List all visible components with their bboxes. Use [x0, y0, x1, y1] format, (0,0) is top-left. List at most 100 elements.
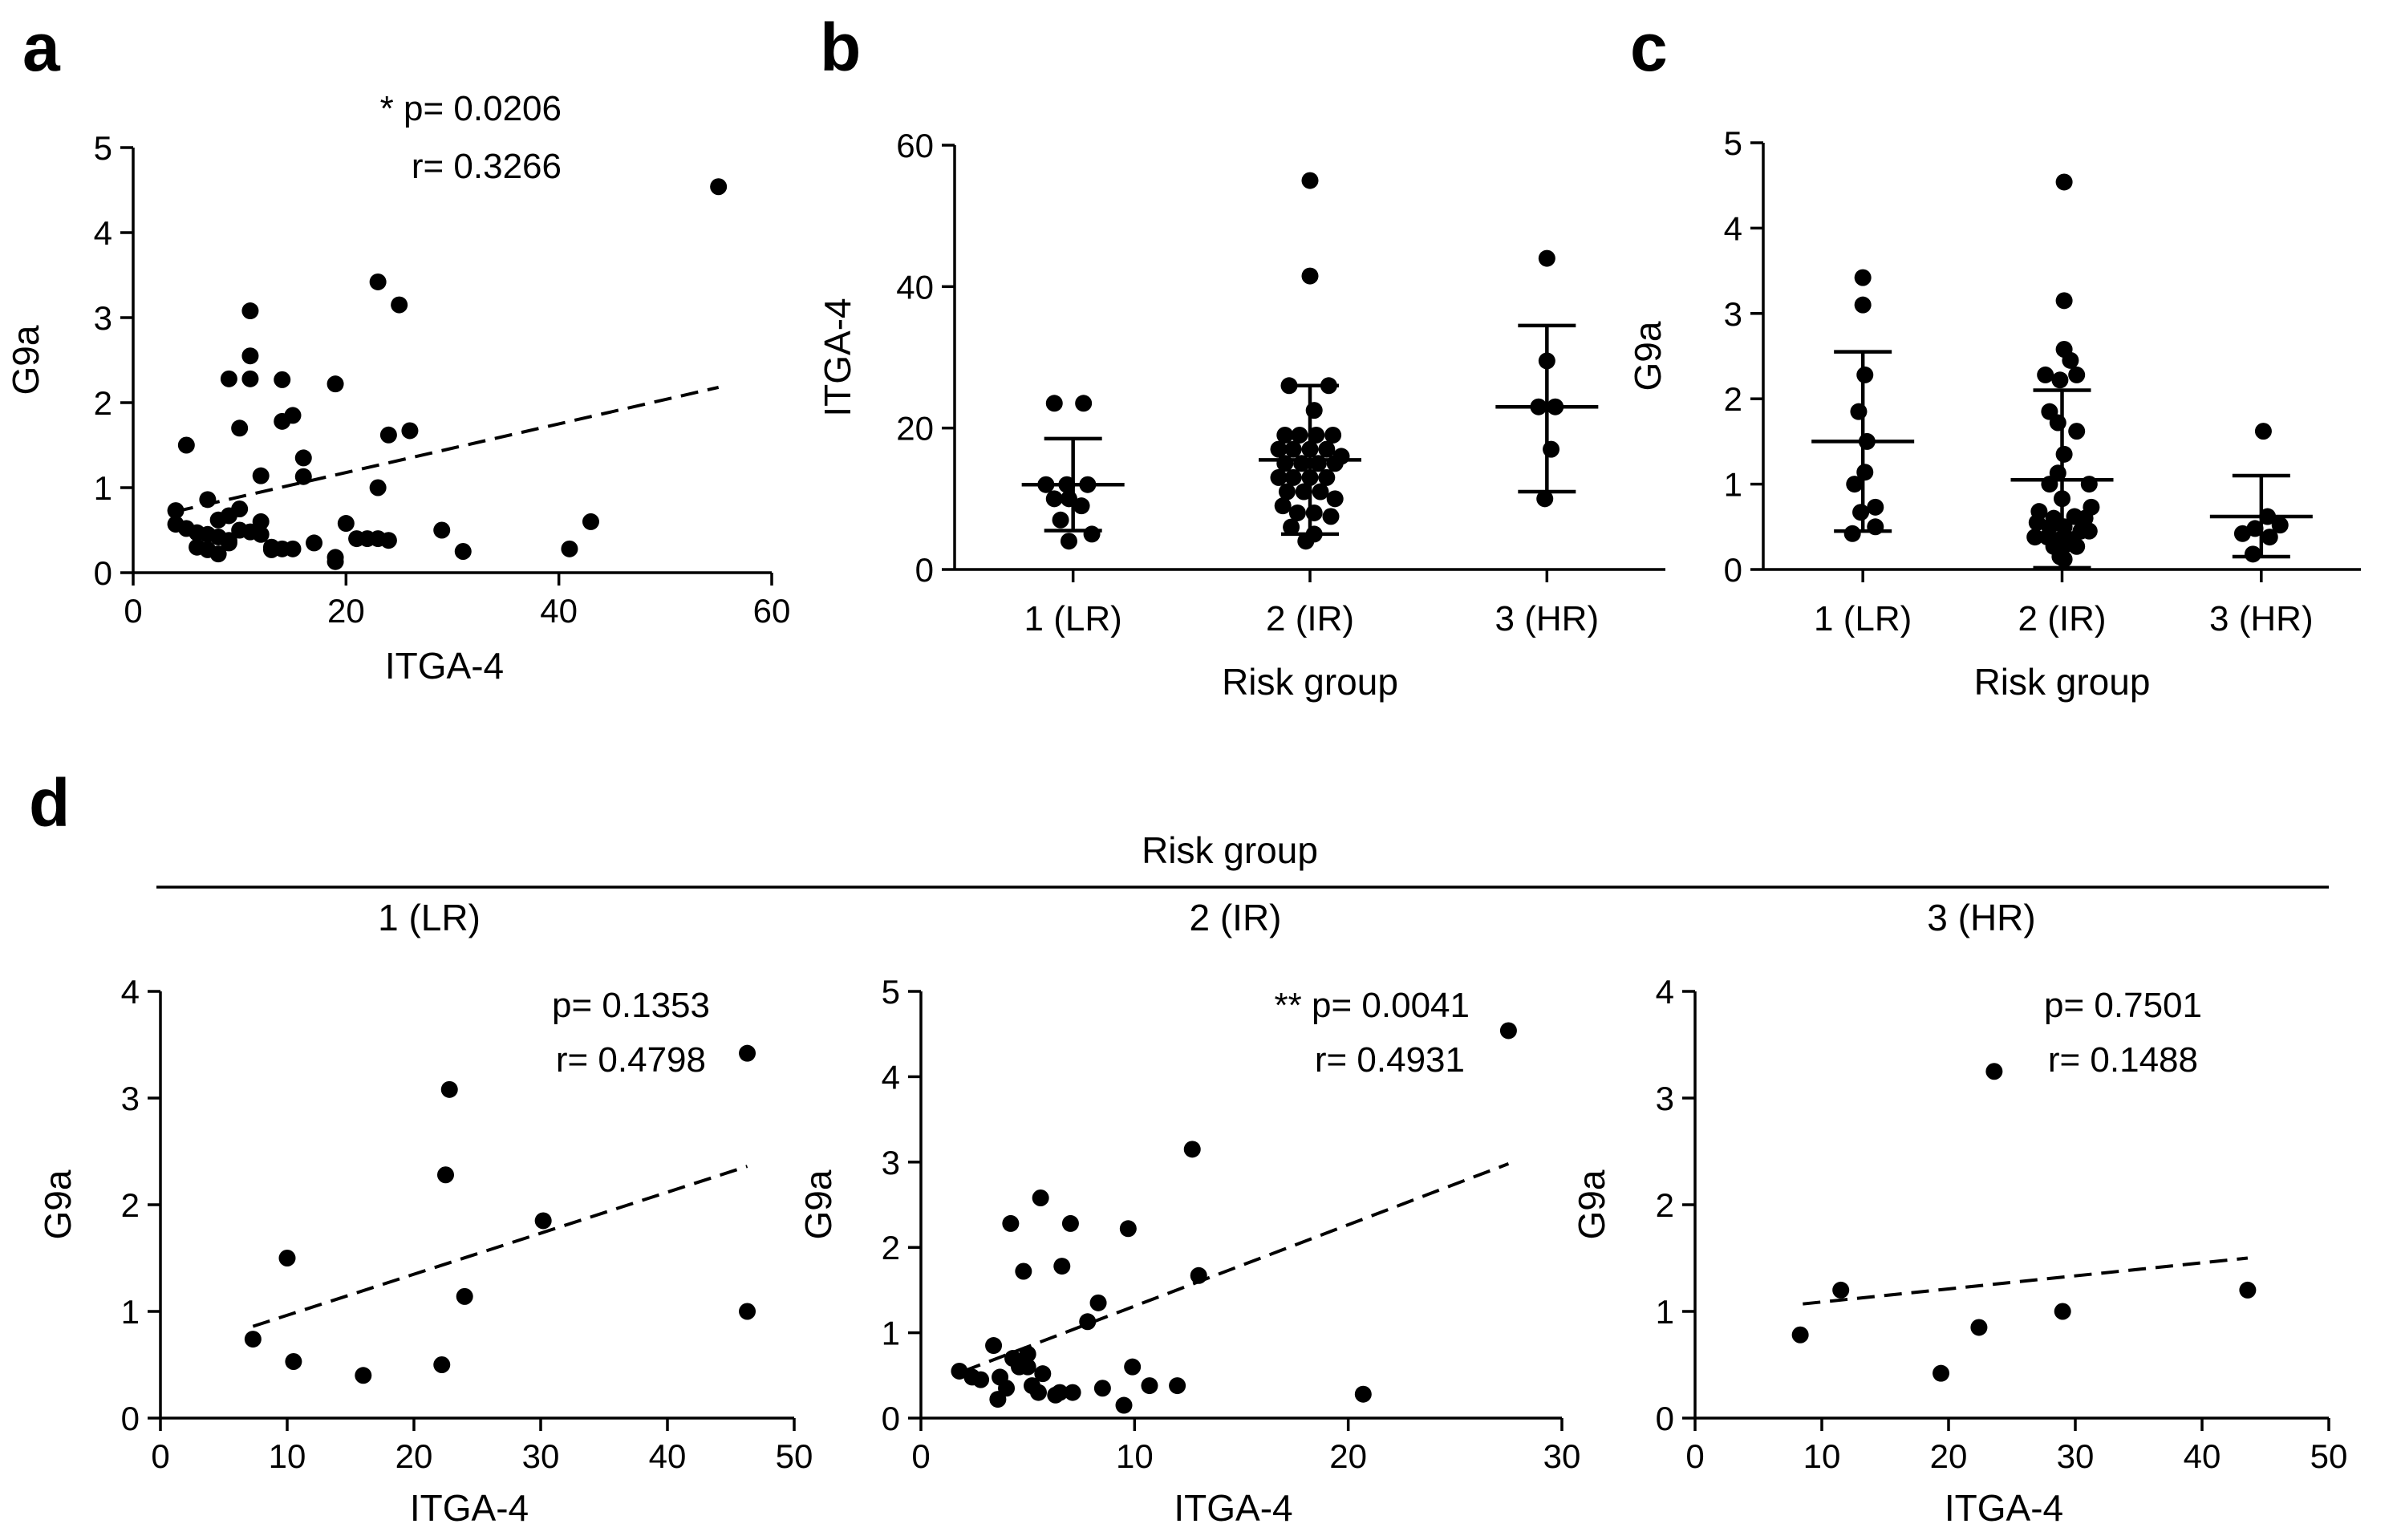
a-data-point — [220, 532, 237, 549]
d3-x-tick-label: 40 — [2184, 1437, 2221, 1475]
a-y-tick-label: 2 — [94, 384, 112, 422]
c-data-point — [2271, 517, 2289, 534]
b-y-tick-label: 0 — [915, 551, 934, 589]
b-x-axis-title: Risk group — [1222, 661, 1398, 703]
c-data-point — [2055, 445, 2073, 463]
d1-data-point — [440, 1080, 458, 1098]
d3-y-tick-label: 2 — [1656, 1186, 1674, 1224]
a-data-point — [220, 370, 237, 387]
d2-data-point — [1053, 1258, 1071, 1275]
c-data-point — [2037, 366, 2054, 383]
d2-x-tick-label: 10 — [1116, 1437, 1154, 1475]
d3-data-point — [1985, 1063, 2003, 1080]
a-x-tick-label: 0 — [124, 592, 142, 630]
d3-y-tick-label: 1 — [1656, 1293, 1674, 1331]
d3-stat-annotation: p= 0.7501 — [2044, 986, 2202, 1025]
a-data-point — [177, 436, 195, 454]
d1-stat-annotation: p= 0.1353 — [552, 986, 710, 1025]
d1-data-point — [739, 1044, 756, 1062]
a-data-point — [294, 449, 312, 467]
b-data-point — [1276, 426, 1294, 444]
b-data-point — [1270, 468, 1288, 486]
c-data-point — [2055, 550, 2073, 568]
chart-d2-intermediate-risk: 0 1 2 3 4 5 0 10 20 30 ITGA-4 G9a ** p= 0.0041 r= 0.4… — [797, 973, 1580, 1529]
d2-stat-annotation: r= 0.4931 — [1315, 1040, 1465, 1080]
c-data-point — [1854, 269, 1872, 286]
b-data-point — [1045, 395, 1063, 412]
d1-x-axis-title: ITGA-4 — [410, 1487, 529, 1529]
d2-x-tick-label: 0 — [911, 1437, 930, 1475]
d2-data-point — [951, 1362, 968, 1380]
c-data-point — [2068, 423, 2086, 440]
a-data-point — [241, 302, 259, 320]
d3-data-point — [2239, 1281, 2257, 1299]
c-data-point — [1856, 464, 1874, 481]
d2-data-point — [1061, 1214, 1079, 1232]
d3-x-tick-label: 20 — [1930, 1437, 1968, 1475]
d3-x-axis-title: ITGA-4 — [1945, 1487, 2063, 1529]
d2-y-tick-label: 3 — [882, 1144, 900, 1181]
b-data-point — [1293, 455, 1311, 472]
d1-data-point — [244, 1331, 262, 1348]
d3-x-tick-label: 0 — [1685, 1437, 1704, 1475]
d3-y-tick-label: 0 — [1656, 1400, 1674, 1437]
b-data-point — [1278, 483, 1296, 500]
b-data-point — [1536, 490, 1554, 508]
d2-stat-annotation: ** p= 0.0041 — [1275, 986, 1470, 1025]
d1-data-point — [433, 1356, 451, 1373]
panel-letter-b: b — [820, 10, 861, 85]
c-category-label: 3 (HR) — [2209, 599, 2314, 638]
a-data-point — [284, 540, 302, 557]
c-data-point — [2244, 545, 2261, 563]
a-data-point — [710, 178, 728, 196]
d3-y-tick-label: 4 — [1656, 973, 1674, 1011]
d2-data-point — [1029, 1384, 1047, 1401]
a-data-point — [294, 468, 312, 485]
d1-x-tick-label: 10 — [269, 1437, 306, 1475]
b-data-point — [1045, 490, 1063, 508]
b-data-point — [1322, 508, 1340, 525]
d2-y-tick-label: 2 — [882, 1229, 900, 1266]
b-data-point — [1075, 395, 1093, 412]
a-y-axis-title: G9a — [5, 325, 47, 395]
d3-data-point — [1933, 1364, 1950, 1382]
d1-x-tick-label: 20 — [395, 1437, 433, 1475]
b-data-point — [1301, 172, 1319, 189]
a-data-point — [379, 426, 397, 444]
a-data-point — [433, 521, 451, 539]
a-stat-annotation: r= 0.3266 — [412, 147, 562, 186]
d2-data-point — [1190, 1266, 1207, 1284]
a-data-point — [241, 370, 259, 387]
c-data-point — [2076, 509, 2094, 527]
d2-data-point — [1115, 1396, 1133, 1414]
a-y-tick-label: 1 — [94, 469, 112, 507]
a-stat-annotation: * p= 0.0206 — [380, 89, 562, 128]
a-x-tick-label: 60 — [753, 592, 791, 630]
b-data-point — [1326, 455, 1344, 472]
d2-x-tick-label: 20 — [1329, 1437, 1367, 1475]
d2-data-point — [985, 1337, 1003, 1355]
c-y-tick-label: 2 — [1724, 380, 1742, 418]
a-x-tick-label: 20 — [327, 592, 365, 630]
c-data-point — [2062, 351, 2079, 369]
b-category-label: 1 (LR) — [1024, 599, 1122, 638]
b-data-point — [1291, 426, 1308, 444]
d1-data-point — [739, 1303, 756, 1320]
d2-data-point — [1141, 1377, 1158, 1395]
d1-x-tick-label: 40 — [649, 1437, 687, 1475]
a-data-point — [274, 371, 291, 388]
d3-stat-annotation: r= 0.1488 — [2048, 1040, 2198, 1080]
d1-data-point — [355, 1367, 372, 1384]
a-data-point — [241, 347, 259, 365]
c-data-point — [2068, 366, 2086, 383]
c-y-tick-label: 0 — [1724, 551, 1742, 589]
d1-data-point — [437, 1166, 454, 1184]
a-y-tick-label: 0 — [94, 554, 112, 592]
chart-b-itga4-by-risk-group: 0 20 40 60 1 (LR) 2 (IR) 3 (HR) Risk group ITGA-… — [817, 127, 1665, 703]
c-x-axis-title: Risk group — [1974, 661, 2151, 703]
c-data-point — [1856, 366, 1874, 383]
panel-letter-d: d — [29, 765, 70, 841]
d1-y-tick-label: 3 — [121, 1080, 140, 1117]
d2-data-point — [1051, 1384, 1069, 1401]
